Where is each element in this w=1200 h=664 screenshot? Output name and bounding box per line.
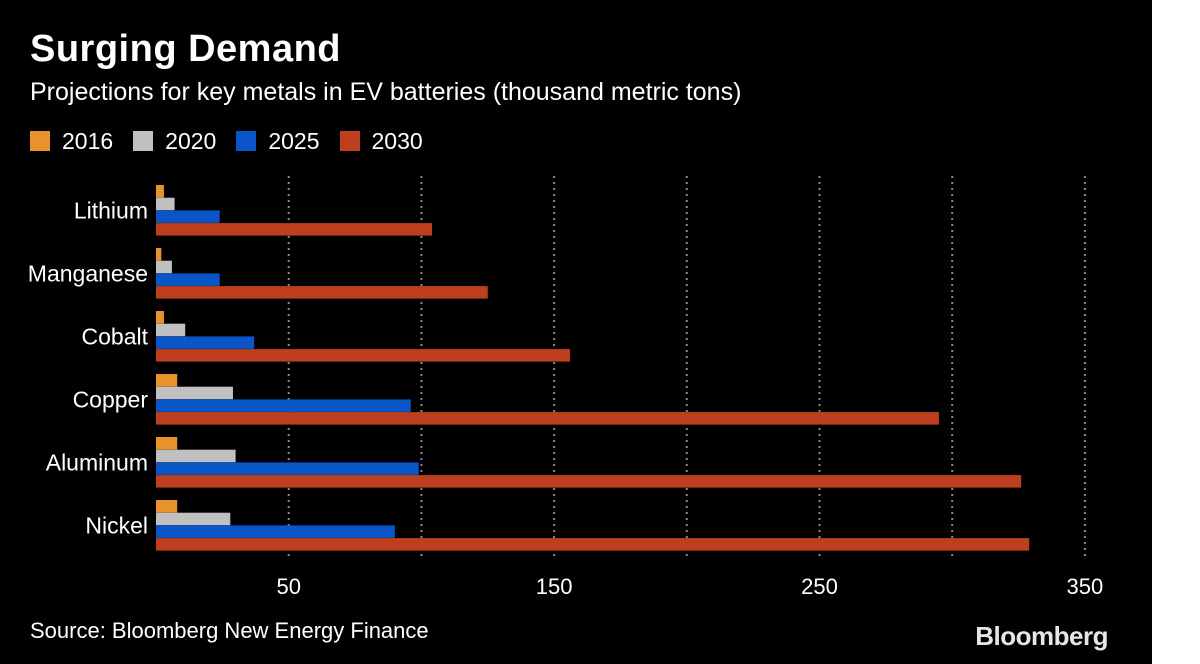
- bar-manganese-2030: [156, 286, 488, 299]
- bar-aluminum-2020: [156, 449, 236, 463]
- gridlines: [287, 176, 1086, 558]
- x-tick-250: 250: [801, 574, 838, 599]
- legend-swatch-2016: [30, 131, 50, 151]
- bar-aluminum-2030: [156, 475, 1022, 488]
- x-tick-150: 150: [536, 574, 573, 599]
- chart-title: Surging Demand: [30, 28, 342, 70]
- category-label-lithium: Lithium: [74, 197, 148, 223]
- bars: [156, 185, 1030, 551]
- category-label-copper: Copper: [73, 386, 149, 412]
- legend-label-2020: 2020: [165, 127, 217, 154]
- legend-item-2020: 2020: [133, 128, 216, 155]
- legend-item-2016: 2016: [30, 128, 113, 155]
- bar-manganese-2016: [156, 248, 162, 261]
- category-label-manganese: Manganese: [28, 260, 148, 286]
- category-label-aluminum: Aluminum: [46, 449, 148, 475]
- x-axis-ticks: 50 150 250 350: [276, 574, 1103, 599]
- bar-lithium-2016: [156, 185, 164, 198]
- legend-swatch-2030: [339, 131, 360, 151]
- bar-lithium-2025: [156, 210, 220, 223]
- legend-item-2030: 2030: [339, 127, 423, 155]
- source-note: Source: Bloomberg New Energy Finance: [30, 618, 429, 643]
- legend-label-2016: 2016: [62, 127, 114, 154]
- bar-cobalt-2016: [156, 311, 164, 324]
- chart-subtitle: Projections for key metals in EV batteri…: [30, 78, 742, 106]
- bar-lithium-2020: [156, 197, 175, 211]
- legend: 2016 2020 2025 2030: [30, 128, 443, 154]
- bar-nickel-2025: [156, 525, 395, 538]
- bar-chart: Lithium Manganese Cobalt Copper Aluminum Nick…: [28, 176, 1103, 599]
- category-label-nickel: Nickel: [85, 512, 148, 538]
- bar-copper-2016: [156, 374, 178, 387]
- x-tick-350: 350: [1067, 574, 1104, 599]
- bar-copper-2025: [156, 399, 411, 412]
- x-tick-50: 50: [276, 574, 300, 599]
- bar-lithium-2030: [156, 223, 433, 236]
- bar-nickel-2020: [156, 512, 231, 526]
- legend-swatch-2020: [133, 131, 154, 151]
- bar-nickel-2030: [156, 538, 1030, 551]
- chart-card: Surging Demand Projections for key metal…: [0, 0, 1152, 664]
- bloomberg-logo: Bloomberg: [975, 621, 1108, 651]
- bar-aluminum-2025: [156, 462, 419, 475]
- bar-nickel-2016: [156, 500, 178, 513]
- bar-manganese-2020: [156, 260, 172, 274]
- legend-label-2030: 2030: [371, 127, 423, 154]
- bar-manganese-2025: [156, 273, 220, 286]
- bar-cobalt-2030: [156, 349, 571, 362]
- bar-aluminum-2016: [156, 437, 178, 450]
- bar-copper-2020: [156, 386, 233, 400]
- bar-copper-2030: [156, 412, 939, 425]
- legend-swatch-2025: [236, 131, 257, 151]
- bar-cobalt-2020: [156, 323, 186, 337]
- legend-label-2025: 2025: [268, 127, 320, 154]
- category-label-cobalt: Cobalt: [82, 323, 149, 349]
- bar-cobalt-2025: [156, 336, 255, 349]
- legend-item-2025: 2025: [236, 127, 320, 155]
- category-labels: Lithium Manganese Cobalt Copper Aluminum Nick…: [28, 197, 149, 538]
